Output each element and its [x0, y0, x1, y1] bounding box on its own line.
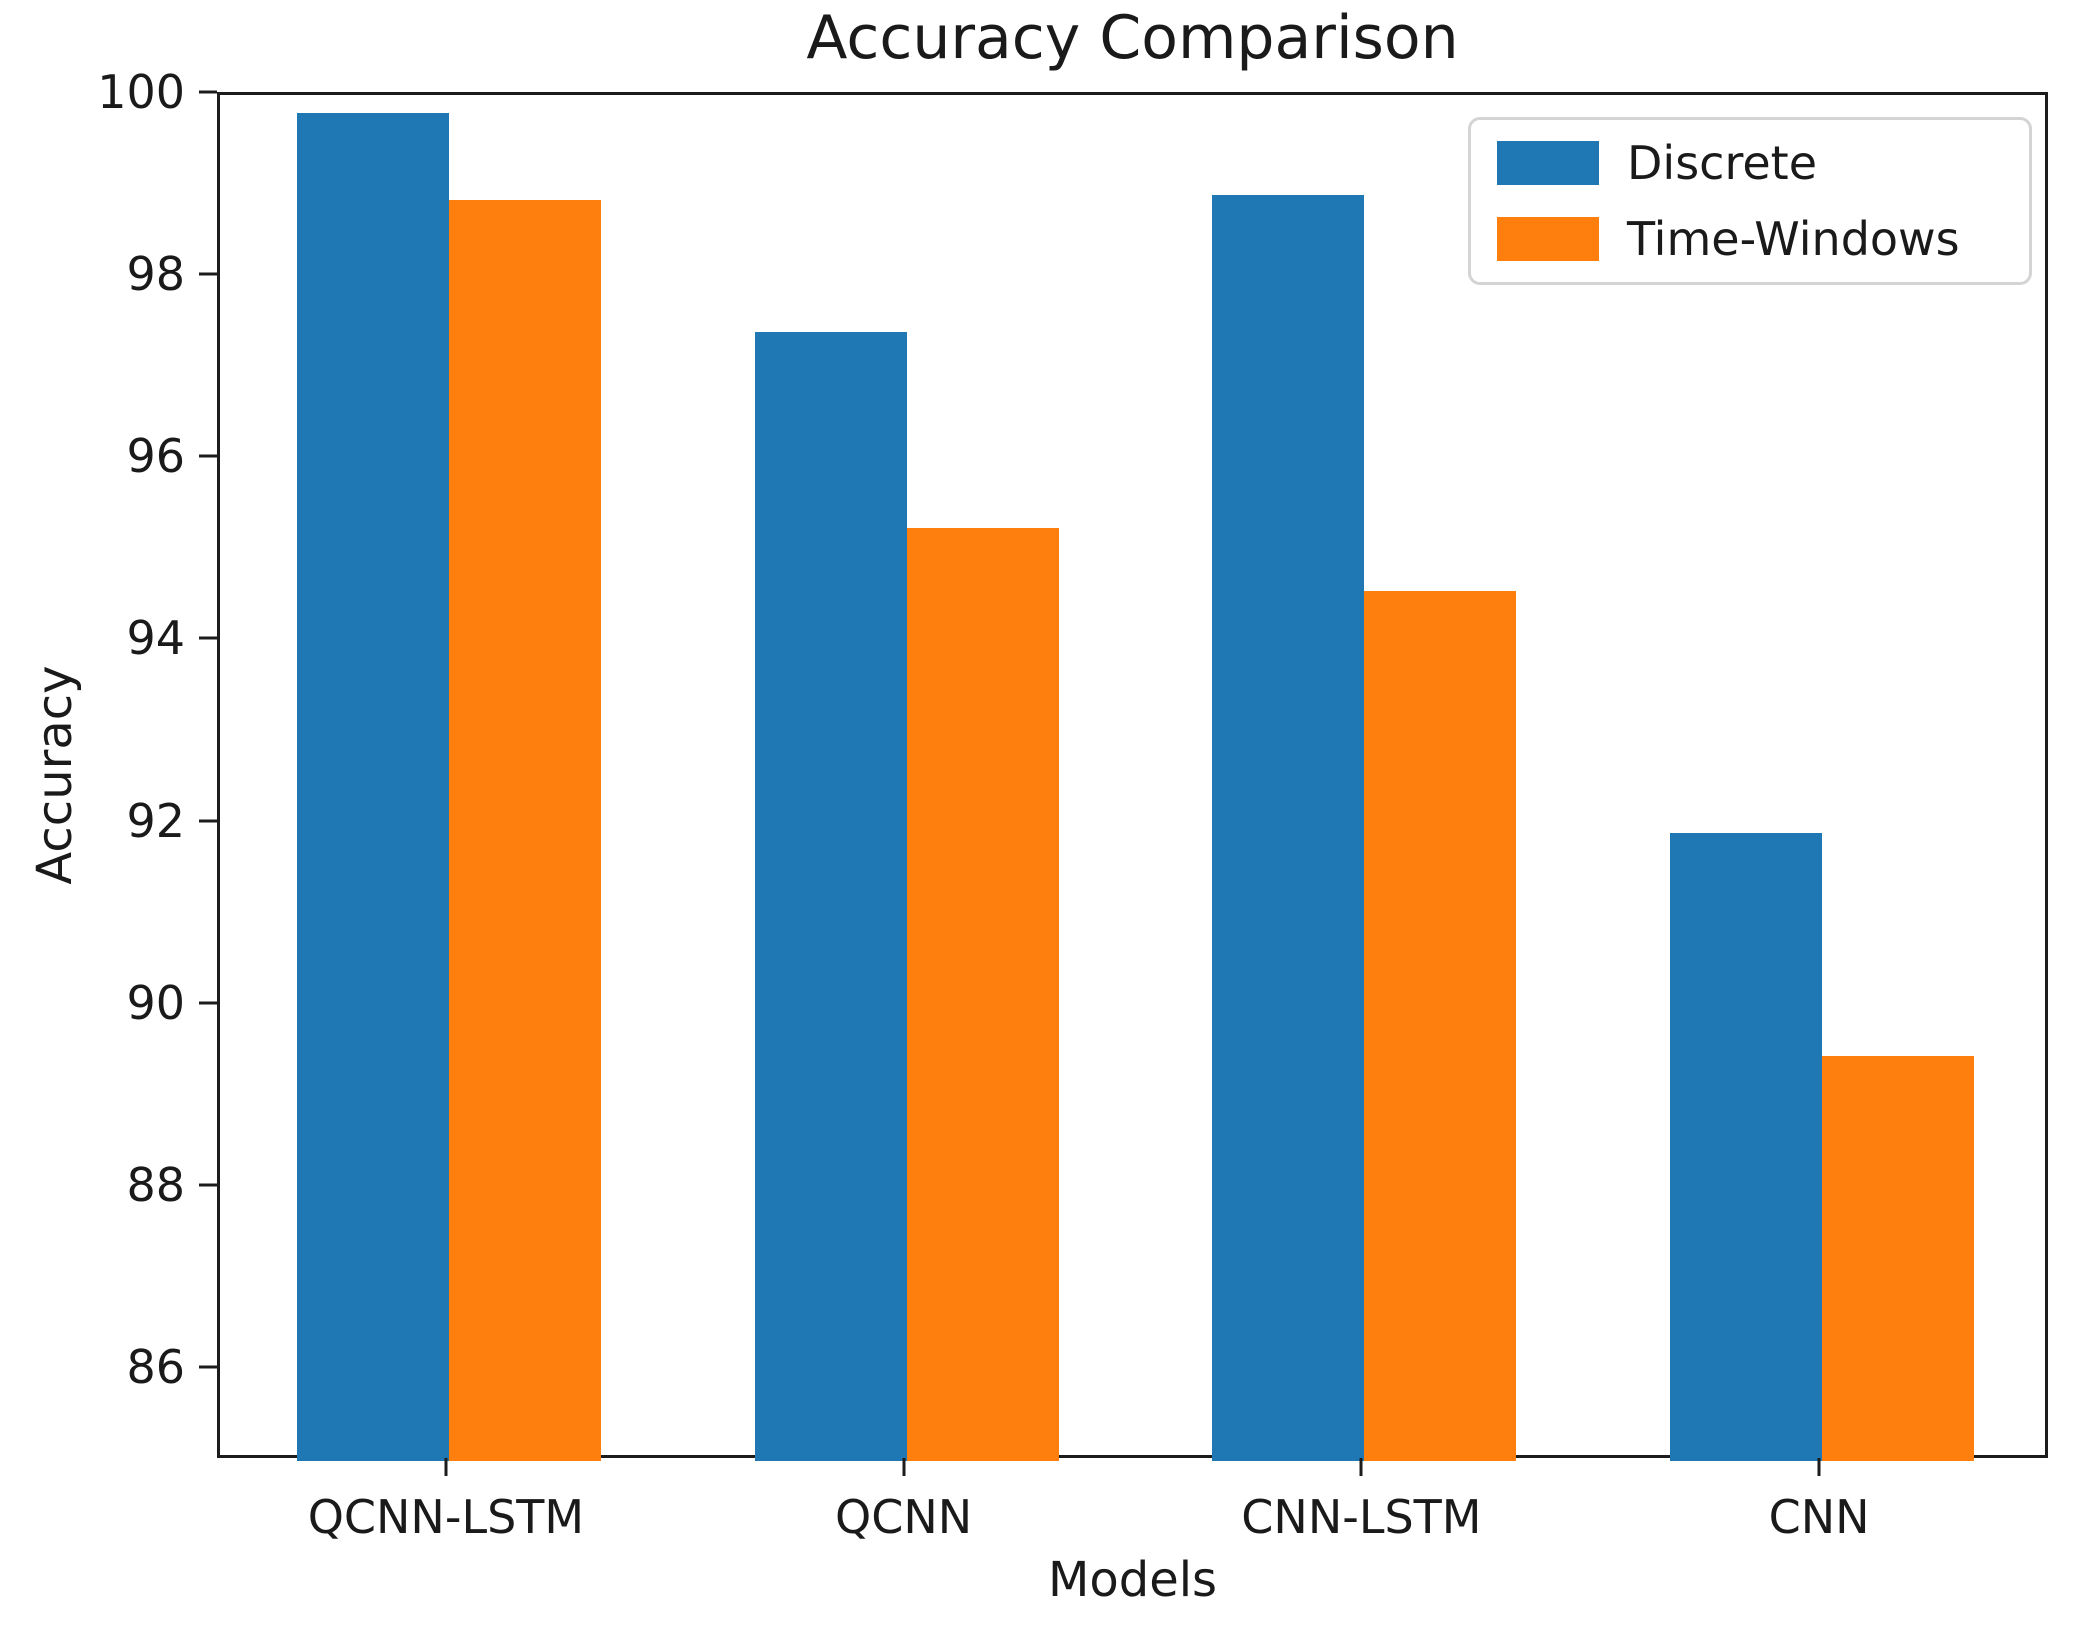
y-tick-mark-88	[199, 1183, 217, 1187]
y-tick-mark-90	[199, 1001, 217, 1005]
legend-entry-time-windows: Time-Windows	[1497, 212, 2003, 266]
y-tick-label-88: 88	[126, 1157, 185, 1212]
y-axis-label: Accuracy	[27, 665, 83, 885]
y-tick-label-90: 90	[126, 975, 185, 1030]
legend-label: Time-Windows	[1627, 212, 1960, 266]
bar-discrete-cnn-lstm	[1212, 195, 1365, 1461]
x-tick-mark-0	[444, 1458, 448, 1476]
legend-entry-discrete: Discrete	[1497, 136, 2003, 190]
y-tick-mark-94	[199, 636, 217, 640]
bar-time-windows-cnn	[1822, 1055, 1975, 1461]
y-tick-mark-96	[199, 454, 217, 458]
x-tick-label-1: QCNN	[835, 1490, 973, 1544]
y-tick-mark-100	[199, 90, 217, 94]
x-tick-mark-1	[902, 1458, 906, 1476]
legend-swatch-icon	[1497, 217, 1599, 261]
bar-discrete-qcnn	[754, 331, 907, 1461]
chart-title: Accuracy Comparison	[806, 3, 1459, 73]
legend: Discrete Time-Windows	[1468, 117, 2032, 285]
x-tick-mark-2	[1359, 1458, 1363, 1476]
y-tick-label-92: 92	[126, 793, 185, 848]
y-tick-mark-86	[199, 1365, 217, 1369]
y-tick-label-98: 98	[126, 247, 185, 302]
bar-time-windows-qcnn-lstm	[448, 199, 601, 1461]
bar-discrete-qcnn-lstm	[296, 113, 449, 1461]
x-tick-label-3: CNN	[1768, 1490, 1870, 1544]
bars-container	[220, 95, 2045, 1461]
x-tick-label-0: QCNN-LSTM	[307, 1490, 585, 1544]
bar-discrete-cnn	[1670, 832, 1823, 1461]
bar-time-windows-cnn-lstm	[1364, 591, 1517, 1461]
x-tick-label-2: CNN-LSTM	[1241, 1490, 1482, 1544]
y-tick-label-86: 86	[126, 1339, 185, 1394]
plot-area	[217, 92, 2048, 1461]
y-tick-label-96: 96	[126, 429, 185, 484]
y-tick-mark-98	[199, 272, 217, 276]
y-tick-mark-92	[199, 819, 217, 823]
x-axis-label: Models	[1047, 1552, 1218, 1608]
y-tick-label-100: 100	[97, 65, 185, 119]
x-tick-mark-3	[1817, 1458, 1821, 1476]
legend-label: Discrete	[1627, 136, 1817, 190]
legend-swatch-icon	[1497, 141, 1599, 185]
y-tick-label-94: 94	[126, 611, 185, 666]
bar-time-windows-qcnn	[906, 527, 1059, 1461]
